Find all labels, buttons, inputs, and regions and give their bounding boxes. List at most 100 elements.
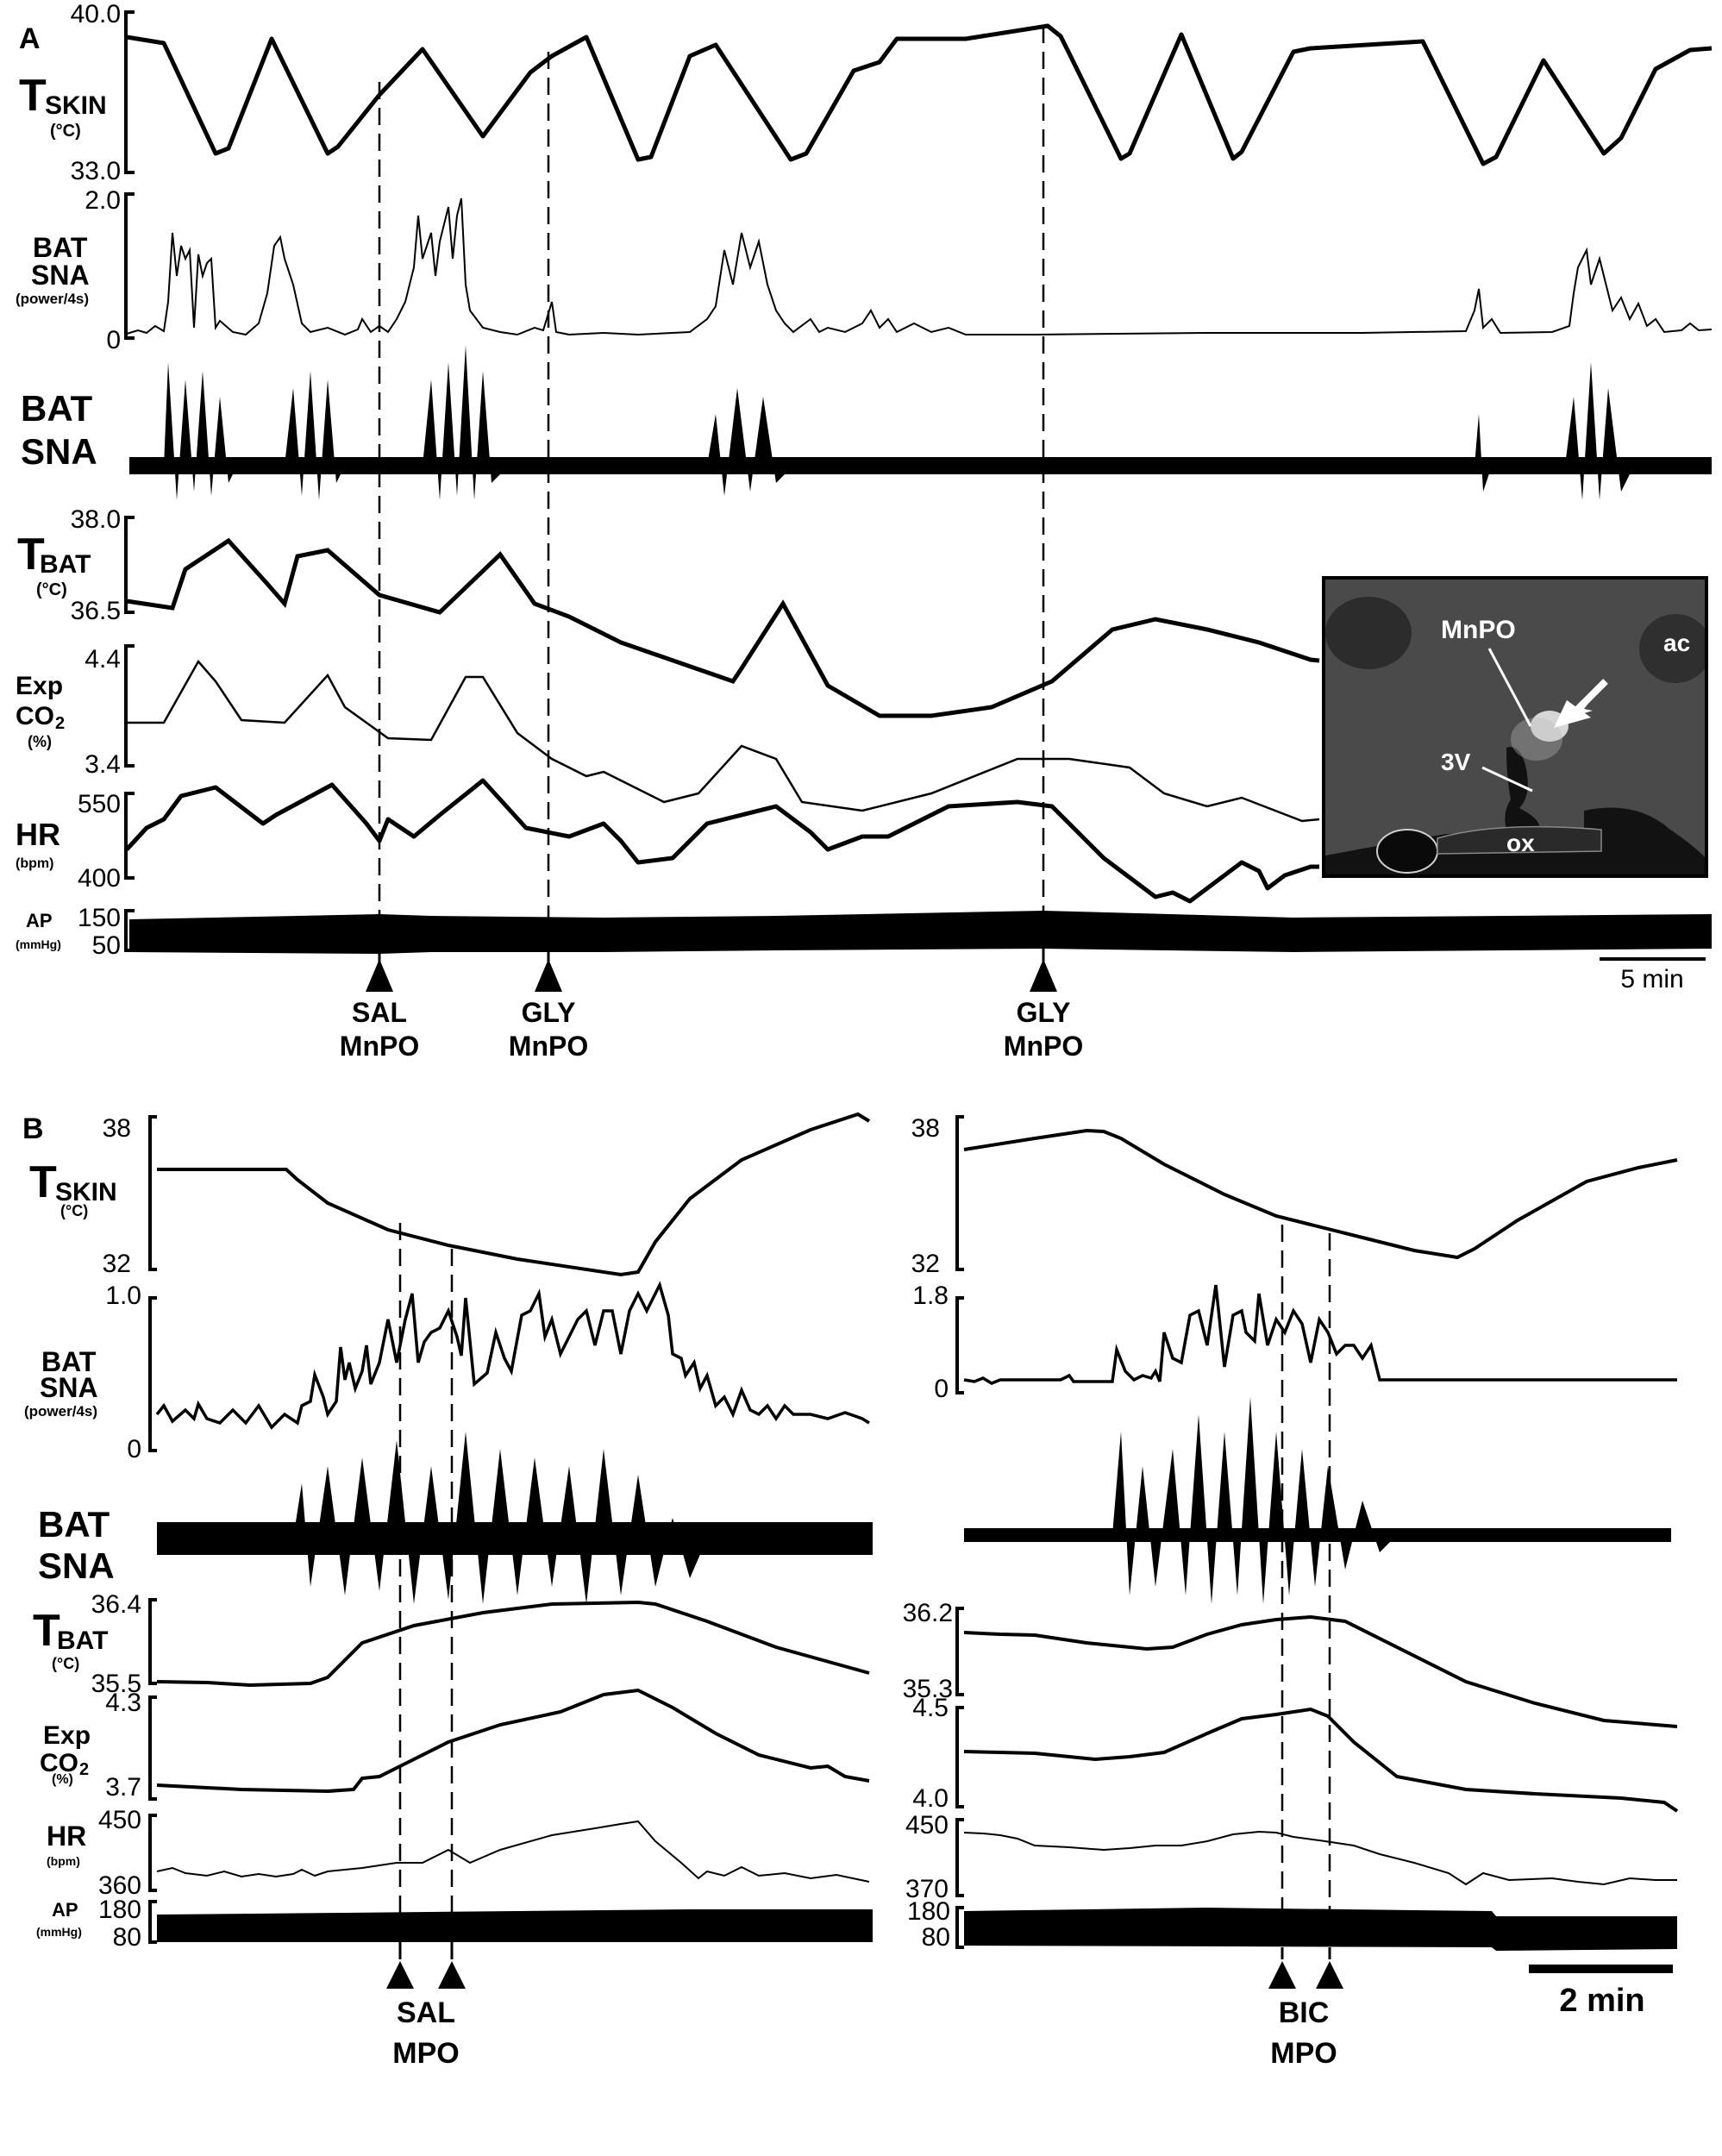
svg-text:38.0: 38.0 (71, 505, 121, 534)
panel-b-tbat-label: T BAT (°C) (33, 1606, 108, 1672)
svg-text:(°C): (°C) (50, 122, 81, 141)
svg-text:370: 370 (905, 1875, 949, 1903)
svg-text:GLY: GLY (522, 997, 576, 1028)
panel-a-batsna-raw-trace (129, 345, 1712, 500)
svg-text:3.4: 3.4 (85, 750, 121, 779)
panel-b-left-axis-values: 38 32 1.0 0 36.4 35.5 4.3 3.7 450 360 18… (91, 1114, 141, 1952)
panel-b-bic-arrow-1-icon (1268, 1961, 1296, 1989)
panel-a-tskin-label: T SKIN (°C) (19, 71, 107, 141)
panel-a-axis-values: 40.0 33.0 2.0 0 38.0 36.5 4.4 3.4 550 40… (71, 0, 121, 960)
svg-text:(%): (%) (28, 733, 52, 750)
svg-text:150: 150 (78, 904, 121, 932)
svg-text:50: 50 (92, 931, 121, 960)
panel-b-left-batsna-raw-trace (157, 1432, 873, 1604)
panel-b-left-batsna-power-trace (155, 1281, 870, 1430)
panel-a-axis-brackets (124, 10, 135, 952)
svg-text:(power/4s): (power/4s) (16, 291, 89, 307)
svg-text:CO: CO (40, 1749, 78, 1777)
svg-text:HR: HR (16, 817, 60, 852)
svg-text:MPO: MPO (1270, 2037, 1337, 2070)
panel-b-right-event-lines (1281, 1225, 1331, 1936)
panel-a-letter: A (19, 22, 41, 55)
panel-a-gly2-arrow-icon (1030, 959, 1057, 992)
svg-text:T: T (33, 1606, 60, 1656)
svg-text:SNA: SNA (31, 260, 90, 291)
svg-text:1.0: 1.0 (105, 1282, 141, 1310)
svg-text:SKIN: SKIN (45, 91, 107, 120)
svg-text:180: 180 (98, 1896, 141, 1924)
svg-text:MnPO: MnPO (340, 1031, 419, 1062)
svg-text:(°C): (°C) (52, 1655, 79, 1672)
panel-b-right-ap-trace (964, 1908, 1677, 1951)
panel-b-ap-label: AP (mmHg) (36, 1899, 82, 1939)
svg-text:4.3: 4.3 (105, 1689, 141, 1717)
panel-a-tskin-trace (126, 23, 1713, 166)
svg-text:4.5: 4.5 (912, 1694, 949, 1722)
svg-text:550: 550 (78, 790, 121, 818)
inset-label-3v: 3V (1441, 749, 1471, 775)
svg-text:38: 38 (103, 1114, 131, 1143)
svg-text:BAT: BAT (41, 1346, 97, 1377)
panel-b-left-co2-trace (156, 1688, 870, 1794)
panel-b-left-ap-trace (157, 1909, 873, 1942)
svg-text:GLY: GLY (1017, 997, 1071, 1028)
panel-a-scalebar-label: 5 min (1620, 965, 1683, 993)
panel-b-right-batsna-power-trace (963, 1284, 1677, 1385)
svg-text:3.7: 3.7 (105, 1773, 141, 1802)
svg-text:T: T (29, 1157, 57, 1207)
panel-a-batsna-power-trace (126, 197, 1713, 336)
anterior-commissure-shape (1639, 614, 1705, 683)
svg-text:CO: CO (16, 702, 54, 730)
lateral-ventricle-shape (1325, 597, 1412, 669)
histology-inset: MnPO ac 3V ox (1322, 576, 1708, 878)
svg-text:80: 80 (922, 1923, 950, 1952)
panel-b-left-tskin-trace (157, 1112, 871, 1277)
panel-a-hr-label: HR (bpm) (16, 817, 60, 871)
panel-b-right-batsna-raw-trace (964, 1397, 1671, 1604)
svg-text:Exp: Exp (16, 672, 63, 700)
svg-text:80: 80 (113, 1923, 141, 1952)
svg-text:38: 38 (911, 1114, 940, 1143)
svg-text:T: T (17, 530, 45, 580)
svg-text:4.4: 4.4 (85, 645, 121, 674)
svg-text:2: 2 (79, 1760, 89, 1779)
svg-text:BAT: BAT (38, 1504, 110, 1545)
panel-b-left-event-label: SAL MPO (392, 1996, 459, 2070)
svg-text:36.4: 36.4 (91, 1590, 141, 1619)
panel-a-event-lines (378, 26, 1045, 940)
panel-a-sal-arrow-icon (366, 959, 393, 992)
panel-b-right-axis-values: 38 32 1.8 0 36.2 35.3 4.5 4.0 450 370 18… (903, 1114, 953, 1952)
panel-b-sal-arrow-1-icon (386, 1961, 414, 1989)
panel-b-left-axis-brackets (148, 1115, 157, 1944)
svg-text:BAT: BAT (33, 232, 88, 263)
panel-b-left-hr-trace (156, 1820, 870, 1883)
panel-b-tskin-label: T SKIN (°C) (29, 1157, 117, 1219)
svg-text:1.8: 1.8 (912, 1282, 949, 1310)
svg-text:SKIN: SKIN (55, 1178, 117, 1206)
panel-b-batsna-raw-label: BAT SNA (38, 1504, 115, 1586)
svg-text:36.5: 36.5 (71, 597, 121, 625)
svg-text:35.3: 35.3 (903, 1675, 953, 1703)
svg-text:36.2: 36.2 (903, 1599, 953, 1627)
panel-a-tbat-label: T BAT (°C) (17, 530, 91, 599)
svg-text:35.5: 35.5 (91, 1670, 141, 1698)
svg-text:(bpm): (bpm) (47, 1854, 80, 1868)
panel-b-letter: B (22, 1112, 44, 1145)
inset-label-ox: ox (1506, 830, 1535, 856)
svg-text:SNA: SNA (38, 1545, 115, 1586)
svg-text:0: 0 (106, 326, 121, 354)
panel-a-batsna-raw-label: BAT SNA (21, 388, 97, 472)
svg-text:T: T (19, 71, 47, 121)
svg-text:SNA: SNA (40, 1372, 98, 1403)
svg-text:(%): (%) (52, 1772, 73, 1787)
svg-text:BIC: BIC (1279, 1996, 1330, 2029)
svg-text:0: 0 (934, 1375, 949, 1403)
panel-a-event-labels: SAL MnPO GLY MnPO GLY MnPO (340, 997, 1083, 1062)
panel-b-hr-label: HR (bpm) (47, 1821, 86, 1868)
panel-a-co2-trace (127, 659, 1320, 823)
panel-b-right-event-label: BIC MPO (1270, 1996, 1337, 2070)
panel-a-ap-label: AP (mmHg) (16, 910, 61, 951)
svg-text:450: 450 (98, 1806, 141, 1834)
svg-text:AP: AP (26, 910, 53, 931)
svg-text:4.0: 4.0 (912, 1784, 949, 1813)
